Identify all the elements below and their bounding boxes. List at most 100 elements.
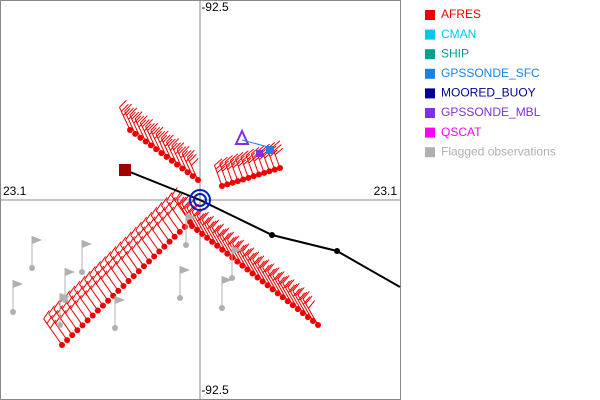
- flag-dot: [112, 325, 118, 331]
- obs-dot: [195, 177, 201, 183]
- barb-tick: [248, 156, 257, 164]
- barb-tick: [251, 146, 260, 155]
- barb-tick: [277, 271, 285, 280]
- obs-dot: [245, 174, 252, 181]
- barb-tick: [267, 268, 275, 278]
- obs-dot: [224, 181, 231, 188]
- track-start: [119, 164, 131, 176]
- barb-tick: [122, 107, 131, 116]
- barb-tick: [287, 284, 295, 293]
- barb-tick: [277, 276, 285, 285]
- obs-dot: [151, 253, 158, 260]
- barb-tick: [275, 271, 283, 281]
- barb-tick: [106, 265, 113, 275]
- barb-tick: [85, 285, 93, 295]
- legend-swatch: [425, 147, 435, 158]
- barb-tick: [121, 250, 128, 260]
- barb-tick: [60, 309, 67, 319]
- obs-dot: [79, 322, 86, 329]
- barb-tick: [227, 236, 235, 246]
- barb-tick: [48, 305, 55, 315]
- barb-tick: [119, 99, 127, 108]
- legend-swatch: [425, 88, 435, 99]
- barb-tick: [232, 160, 241, 169]
- obs-dot: [315, 322, 321, 328]
- obs-dot: [99, 302, 106, 309]
- barb-tick: [199, 212, 207, 221]
- flag-dot: [79, 269, 85, 275]
- barb-tick: [65, 304, 72, 314]
- barb-tick: [176, 142, 185, 150]
- barb-tick: [237, 244, 245, 254]
- barb-tick: [73, 280, 81, 290]
- barb-tick: [138, 226, 146, 236]
- barb-tick: [80, 290, 88, 299]
- barb-tick: [82, 280, 89, 290]
- obs-dot: [132, 130, 139, 137]
- barb-tick: [224, 232, 232, 241]
- barb-tick: [243, 157, 252, 165]
- obs-dot: [127, 127, 133, 133]
- obs-dot: [146, 258, 153, 265]
- barb-tick: [207, 221, 215, 230]
- barb-tick: [166, 134, 174, 143]
- barb-tick: [252, 256, 260, 266]
- barb-tick: [79, 275, 86, 285]
- obs-dot: [64, 337, 71, 344]
- barb-tick: [53, 300, 60, 310]
- obs-dot: [59, 342, 65, 348]
- barb-tick: [164, 201, 171, 211]
- barb-tick: [159, 134, 168, 143]
- barb-tick: [240, 150, 249, 158]
- flag-dot: [219, 305, 225, 311]
- obs-dot: [135, 268, 142, 275]
- barb-tick: [120, 236, 127, 246]
- barb-tick: [192, 209, 200, 218]
- barb-tick: [124, 103, 132, 112]
- obs-dot: [94, 307, 101, 314]
- obs-dot: [147, 142, 154, 149]
- barb-tick: [139, 115, 148, 124]
- barb-tick: [157, 130, 166, 139]
- barb-tick: [181, 195, 189, 205]
- barb-tick: [262, 259, 270, 268]
- barb-tick: [164, 138, 173, 147]
- barb-tick: [171, 138, 180, 147]
- barb-tick: [130, 226, 137, 236]
- barb-tick: [143, 123, 152, 132]
- barb-tick: [297, 286, 305, 296]
- barb-tick: [201, 211, 209, 221]
- barb-tick: [280, 275, 288, 285]
- barb-tick: [133, 115, 142, 124]
- barb-tick: [282, 280, 290, 289]
- barb-tick: [99, 256, 107, 265]
- barb-tick: [175, 146, 183, 155]
- sonde-marker: [266, 146, 274, 154]
- barb-tick: [181, 145, 190, 154]
- barb-tick: [273, 144, 282, 152]
- obs-dot: [125, 278, 132, 285]
- barb-tick: [308, 300, 316, 309]
- obs-dot: [163, 153, 170, 160]
- barb-tick: [178, 146, 187, 155]
- barb-tick: [226, 158, 235, 167]
- barb-tick: [51, 310, 59, 319]
- barb-tick: [249, 252, 257, 261]
- obs-dot: [158, 150, 165, 157]
- barb-tick: [188, 153, 197, 162]
- obs-dot: [142, 138, 149, 145]
- obs-dot: [219, 183, 225, 189]
- legend-label: GPSSONDE_MBL: [441, 105, 541, 119]
- storm-center: [189, 189, 211, 211]
- barb-tick: [160, 130, 169, 139]
- legend: AFRES CMAN SHIP GPSSONDE_SFC MOORED_BUOY GPSS…: [425, 7, 556, 158]
- barb-tick: [235, 151, 244, 160]
- barb-tick: [152, 126, 161, 135]
- track-point: [334, 248, 340, 254]
- barb-tick: [242, 248, 250, 258]
- barb-tick: [107, 255, 115, 265]
- barb-tick: [113, 250, 120, 260]
- barb-tick: [102, 260, 110, 270]
- barb-tick: [180, 150, 189, 159]
- barb-tick: [179, 196, 187, 206]
